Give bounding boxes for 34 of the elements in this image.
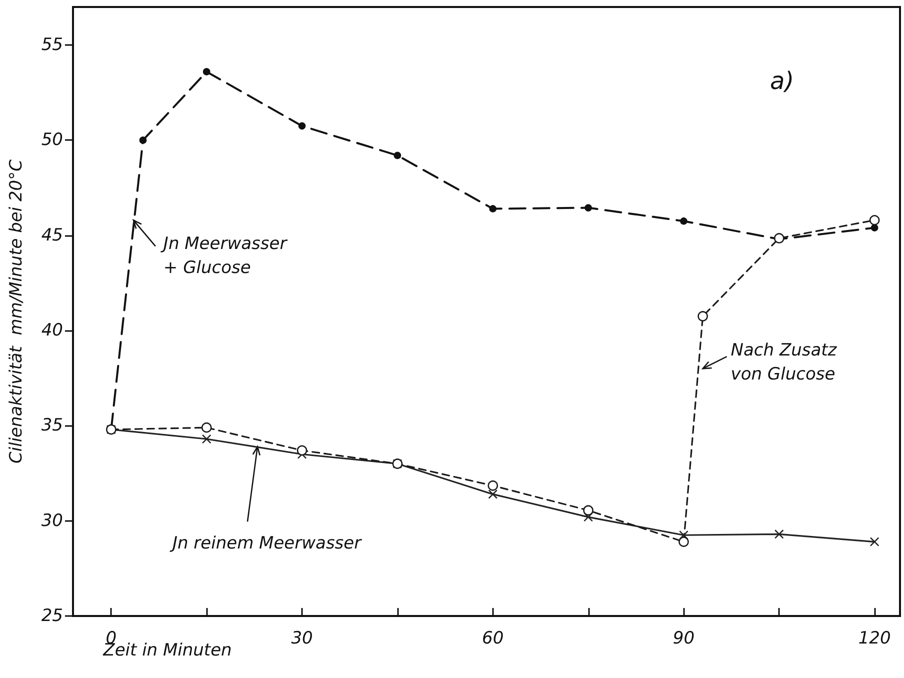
point xyxy=(774,233,784,244)
point xyxy=(870,224,878,232)
y-tick-label: 40 xyxy=(41,320,63,341)
annotation: Jn reinem Meerwasser xyxy=(169,534,362,554)
point xyxy=(774,530,784,539)
point xyxy=(488,490,498,499)
x-tick-label: 90 xyxy=(672,628,695,648)
point xyxy=(488,480,498,491)
point xyxy=(680,217,688,225)
y-tick-label: 55 xyxy=(41,35,63,56)
point xyxy=(139,136,147,144)
point xyxy=(202,68,210,76)
annotation: Nach Zusatz von Glucose xyxy=(730,340,838,385)
point xyxy=(870,537,880,546)
annotation: Jn Meerwasser + Glucose xyxy=(160,234,288,278)
point xyxy=(489,205,497,212)
annotation: a) xyxy=(770,67,794,95)
y-tick-label: 50 xyxy=(41,130,63,150)
y-axis-title: Cilienaktivität mm/Minute bei 20°C xyxy=(6,159,26,464)
point xyxy=(678,536,689,547)
y-tick-label: 30 xyxy=(41,510,63,531)
y-tick-label: 25 xyxy=(41,606,63,626)
point xyxy=(698,311,708,322)
x-tick-label: 60 xyxy=(482,628,504,648)
y-tick-label: 35 xyxy=(41,416,63,436)
y-tick-label: 45 xyxy=(41,225,63,246)
point xyxy=(298,122,306,130)
point xyxy=(394,152,402,160)
point xyxy=(296,445,308,456)
x-tick-label: 120 xyxy=(858,628,891,648)
point xyxy=(584,204,592,212)
point xyxy=(583,505,594,516)
x-tick-label: 30 xyxy=(291,628,313,648)
point xyxy=(201,422,212,433)
